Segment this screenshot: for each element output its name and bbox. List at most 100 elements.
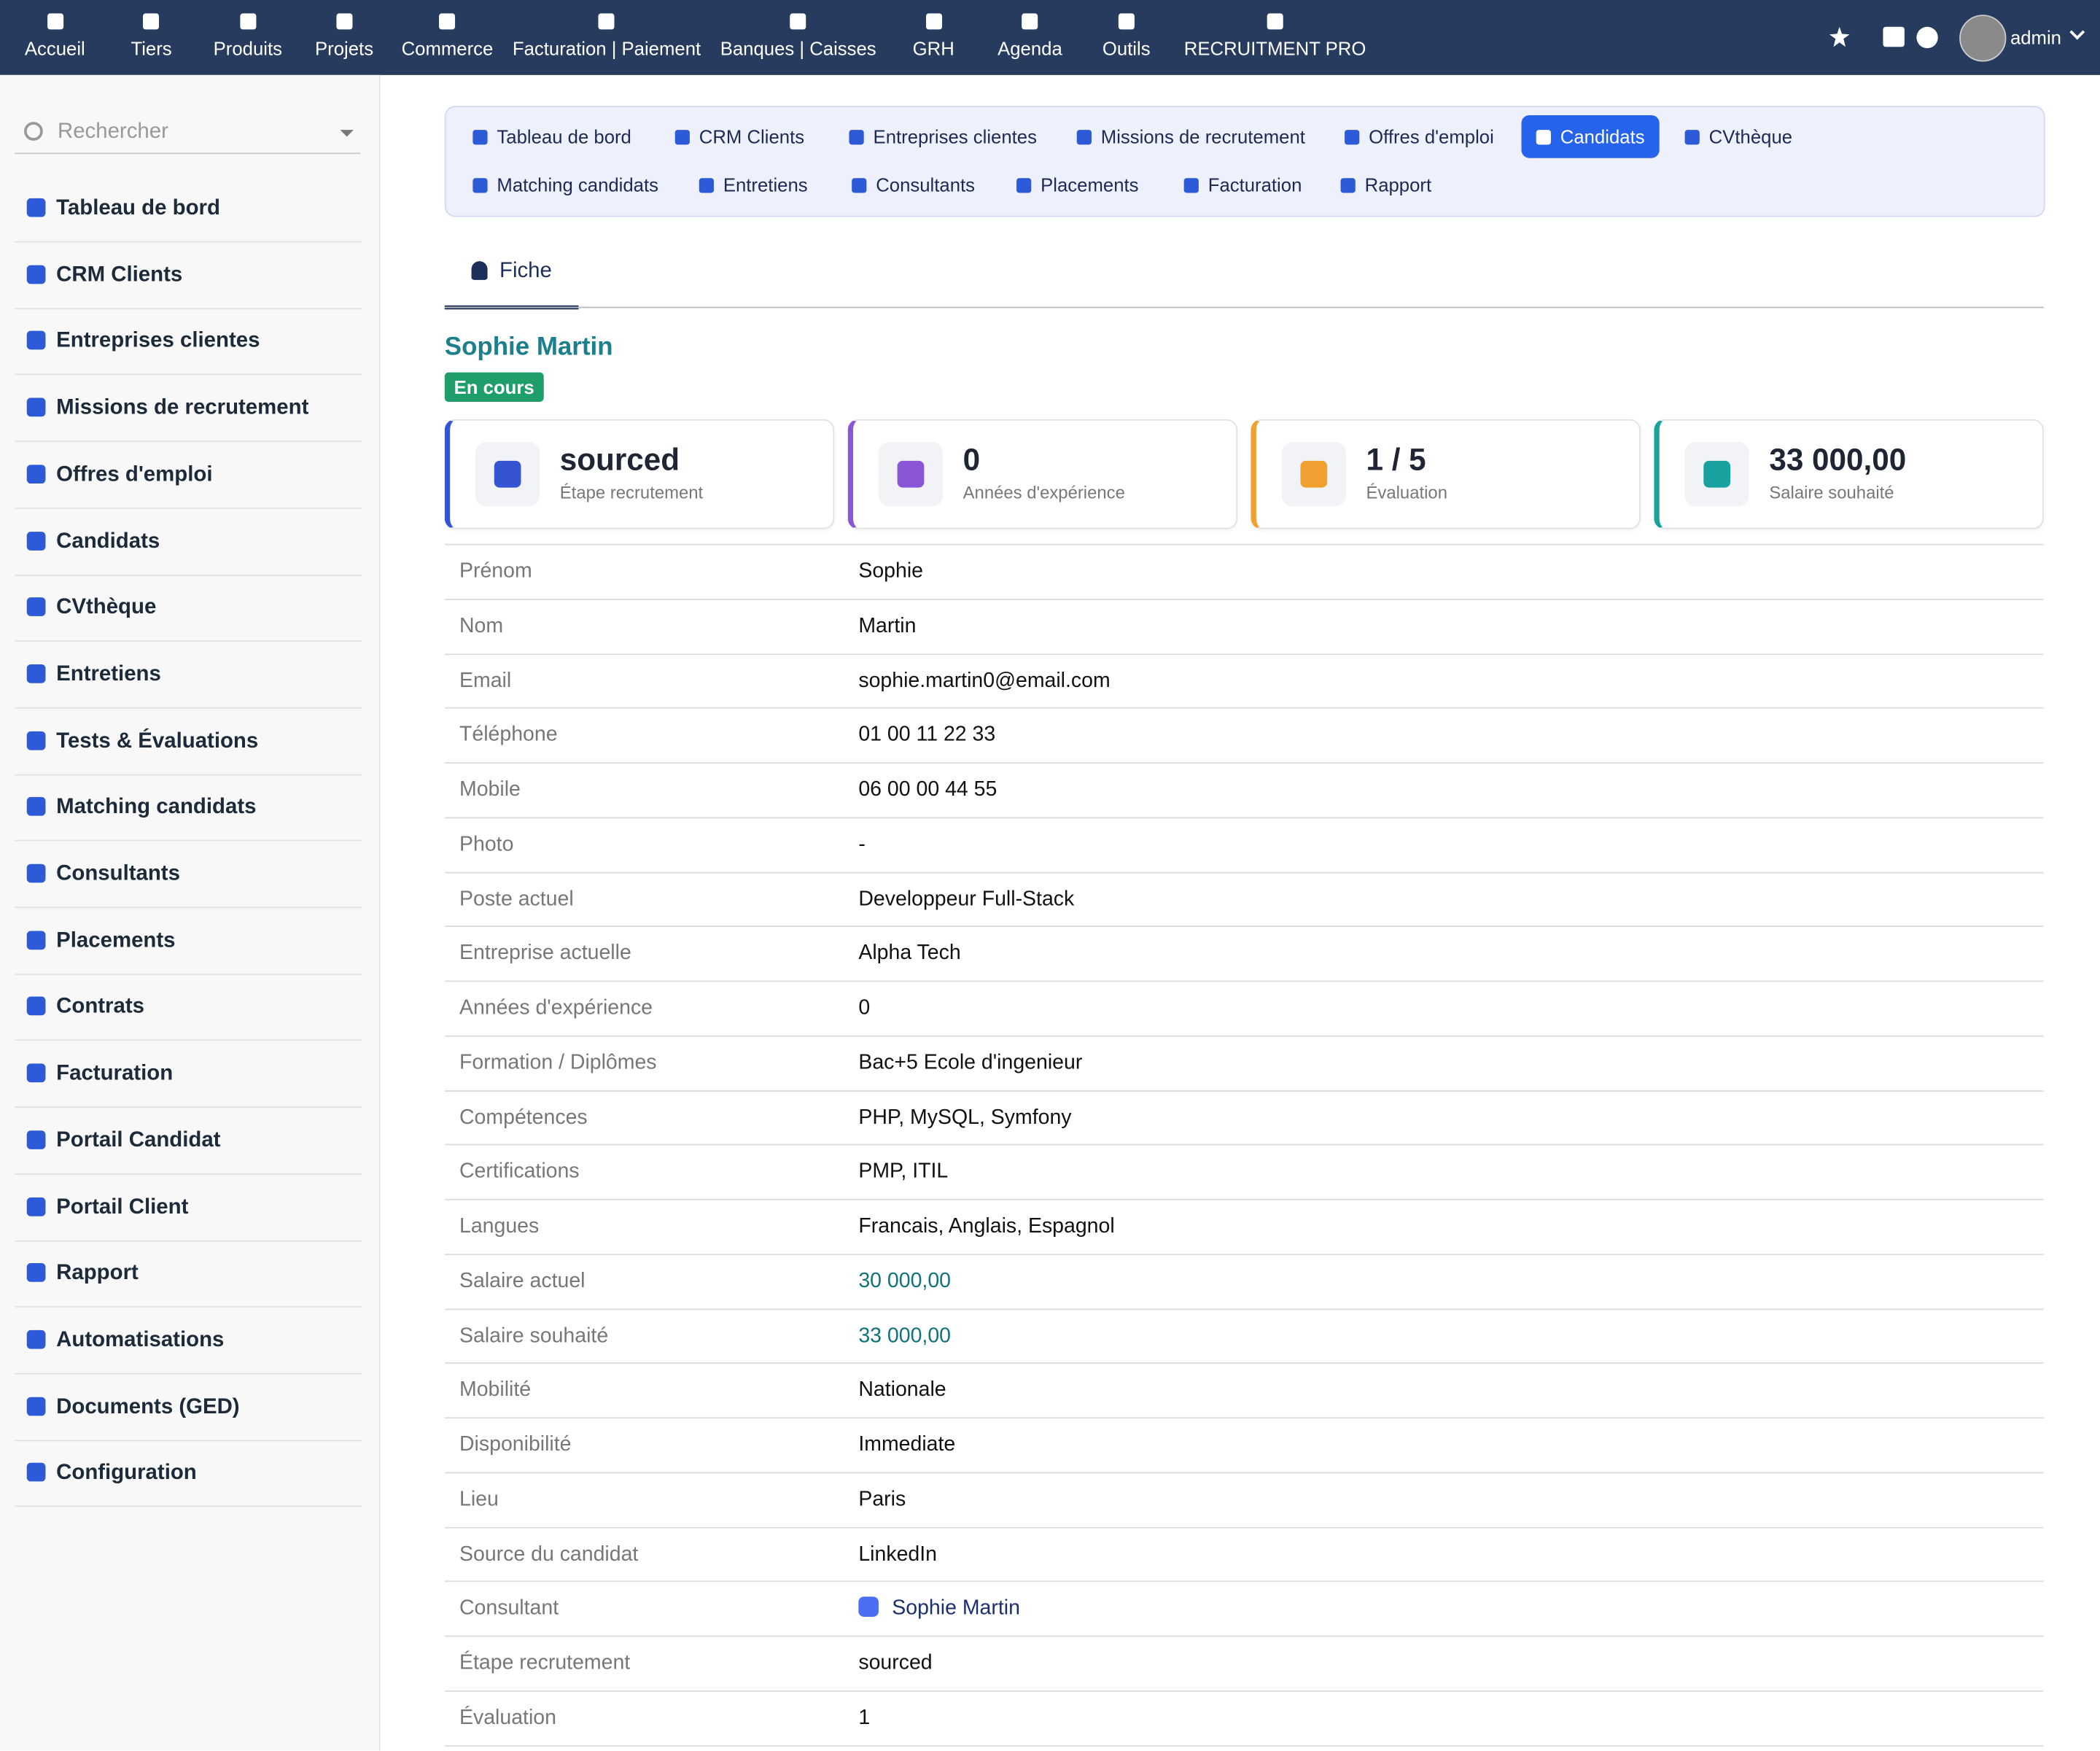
nav-item[interactable]: Accueil: [25, 11, 85, 59]
nav-item[interactable]: Outils: [1102, 11, 1151, 59]
field-row: Prénom Sophie: [444, 543, 2044, 599]
nav-item[interactable]: Agenda: [998, 11, 1062, 59]
field-label: Salaire actuel: [459, 1269, 586, 1292]
field-row: Entreprise actuelle Alpha Tech: [444, 925, 2044, 981]
search-caret: [340, 130, 354, 143]
sidebar-label: Entretiens: [56, 662, 161, 686]
module-tab[interactable]: Matching candidats: [458, 163, 673, 206]
sidebar-item[interactable]: CRM Clients: [15, 242, 362, 309]
module-tab[interactable]: Placements: [1002, 163, 1154, 206]
field-row: Poste actuel Developpeur Full-Stack: [444, 871, 2044, 926]
sidebar-item[interactable]: Entretiens: [15, 642, 362, 709]
user-name[interactable]: admin: [2010, 26, 2061, 49]
sidebar-icon: [26, 198, 46, 217]
sidebar-item[interactable]: CVthèque: [15, 575, 362, 642]
module-tab[interactable]: Offres d'emploi: [1330, 115, 1509, 158]
module-tab[interactable]: CVthèque: [1670, 115, 1807, 158]
field-value: Bac+5 Ecole d'ingenieur: [858, 1051, 1083, 1074]
sidebar-label: Automatisations: [56, 1328, 225, 1352]
field-label: Entreprise actuelle: [459, 941, 631, 965]
sidebar-label: Missions de recrutement: [56, 396, 309, 420]
module-tab[interactable]: Facturation: [1169, 163, 1316, 206]
avatar[interactable]: [1959, 15, 2007, 62]
sidebar-item[interactable]: Documents (GED): [15, 1374, 362, 1441]
field-value[interactable]: Sophie Martin: [858, 1583, 1020, 1636]
sidebar-item[interactable]: Portail Candidat: [15, 1108, 362, 1175]
field-value: LinkedIn: [858, 1542, 937, 1566]
sidebar-item[interactable]: Missions de recrutement: [15, 375, 362, 443]
field-label: Certifications: [459, 1160, 580, 1184]
stat-icon-box: [878, 442, 944, 507]
sidebar-label: Documents (GED): [56, 1395, 240, 1418]
module-tab[interactable]: Candidats: [1521, 114, 1660, 158]
tab-label: CRM Clients: [699, 125, 805, 148]
field-value: Paris: [858, 1488, 906, 1511]
field-value: 0: [858, 996, 871, 1020]
status-badge: En cours: [444, 372, 544, 403]
nav-item[interactable]: Facturation | Paiement: [513, 11, 701, 59]
sidebar-item[interactable]: Candidats: [15, 508, 362, 575]
sidebar-item[interactable]: Offres d'emploi: [15, 442, 362, 509]
sidebar-icon: [26, 1263, 46, 1283]
sidebar: Rechercher Tableau de bord CRM Clients Ent…: [0, 74, 381, 1751]
sidebar-label: Configuration: [56, 1461, 197, 1485]
search-placeholder: Rechercher: [57, 120, 168, 144]
module-tab[interactable]: Tableau de bord: [458, 115, 646, 158]
nav-item[interactable]: Projets: [315, 11, 373, 59]
module-tab[interactable]: Rapport: [1326, 163, 1446, 206]
help-icon[interactable]: [1916, 26, 1938, 49]
module-tab[interactable]: CRM Clients: [661, 115, 820, 158]
module-tab[interactable]: Entretiens: [685, 163, 822, 206]
stat-value: sourced: [559, 442, 680, 477]
sidebar-item[interactable]: Configuration: [15, 1440, 362, 1507]
sidebar-item[interactable]: Matching candidats: [15, 774, 362, 842]
module-tab[interactable]: Consultants: [837, 163, 989, 206]
sidebar-item[interactable]: Rapport: [15, 1241, 362, 1308]
sidebar-label: Contrats: [56, 995, 144, 1019]
nav-label: RECRUITMENT PRO: [1183, 37, 1366, 59]
nav-item[interactable]: Produits: [214, 11, 282, 59]
sidebar-label: Facturation: [56, 1062, 174, 1085]
sidebar-item[interactable]: Tableau de bord: [15, 176, 362, 243]
field-label: Photo: [459, 832, 514, 856]
field-row: Mobile 06 00 00 44 55: [444, 762, 2044, 817]
sidebar-item[interactable]: Automatisations: [15, 1307, 362, 1375]
tab-icon: [1345, 130, 1360, 145]
tab-label: Entretiens: [723, 174, 808, 196]
sidebar-item[interactable]: Entreprises clientes: [15, 308, 362, 376]
nav-label: Accueil: [24, 37, 85, 59]
sidebar-label: Candidats: [56, 529, 160, 553]
search-box[interactable]: Rechercher: [15, 112, 361, 155]
field-label: Mobilité: [459, 1378, 532, 1402]
sidebar-item[interactable]: Contrats: [15, 974, 362, 1041]
nav-item[interactable]: RECRUITMENT PRO: [1183, 11, 1366, 83]
nav-label: Commerce: [401, 37, 494, 59]
sidebar-item[interactable]: Tests & Évaluations: [15, 708, 362, 775]
nav-item[interactable]: Tiers: [131, 11, 172, 59]
nav-item[interactable]: Banques | Caisses: [720, 11, 876, 59]
sidebar-item[interactable]: Portail Client: [15, 1174, 362, 1241]
field-value: -: [858, 832, 866, 856]
sidebar-icon: [26, 797, 46, 817]
nav-icon: [439, 13, 456, 30]
field-row: Langues Francais, Anglais, Espagnol: [444, 1198, 2044, 1254]
module-tab[interactable]: Entreprises clientes: [834, 115, 1051, 158]
field-row: Évaluation 1: [444, 1690, 2044, 1745]
stat-label: Salaire souhaité: [1769, 482, 1894, 502]
sidebar-icon: [26, 531, 46, 550]
favorite-icon[interactable]: [1829, 26, 1850, 47]
record-tab[interactable]: Fiche: [444, 252, 579, 310]
stat-card: sourced Étape recrutement: [444, 419, 835, 529]
sidebar-item[interactable]: Placements: [15, 908, 362, 975]
nav-icon: [1022, 13, 1038, 30]
field-row: Email sophie.martin0@email.com: [444, 653, 2044, 707]
module-tab[interactable]: Missions de recrutement: [1062, 115, 1321, 158]
field-label: Source du candidat: [459, 1542, 639, 1566]
nav-item[interactable]: Commerce: [401, 11, 494, 59]
user-caret[interactable]: [2069, 24, 2085, 40]
field-label: Prénom: [459, 559, 532, 583]
nav-item[interactable]: GRH: [913, 11, 954, 59]
sidebar-item[interactable]: Facturation: [15, 1041, 362, 1109]
print-icon[interactable]: [1883, 26, 1905, 47]
sidebar-item[interactable]: Consultants: [15, 841, 362, 909]
